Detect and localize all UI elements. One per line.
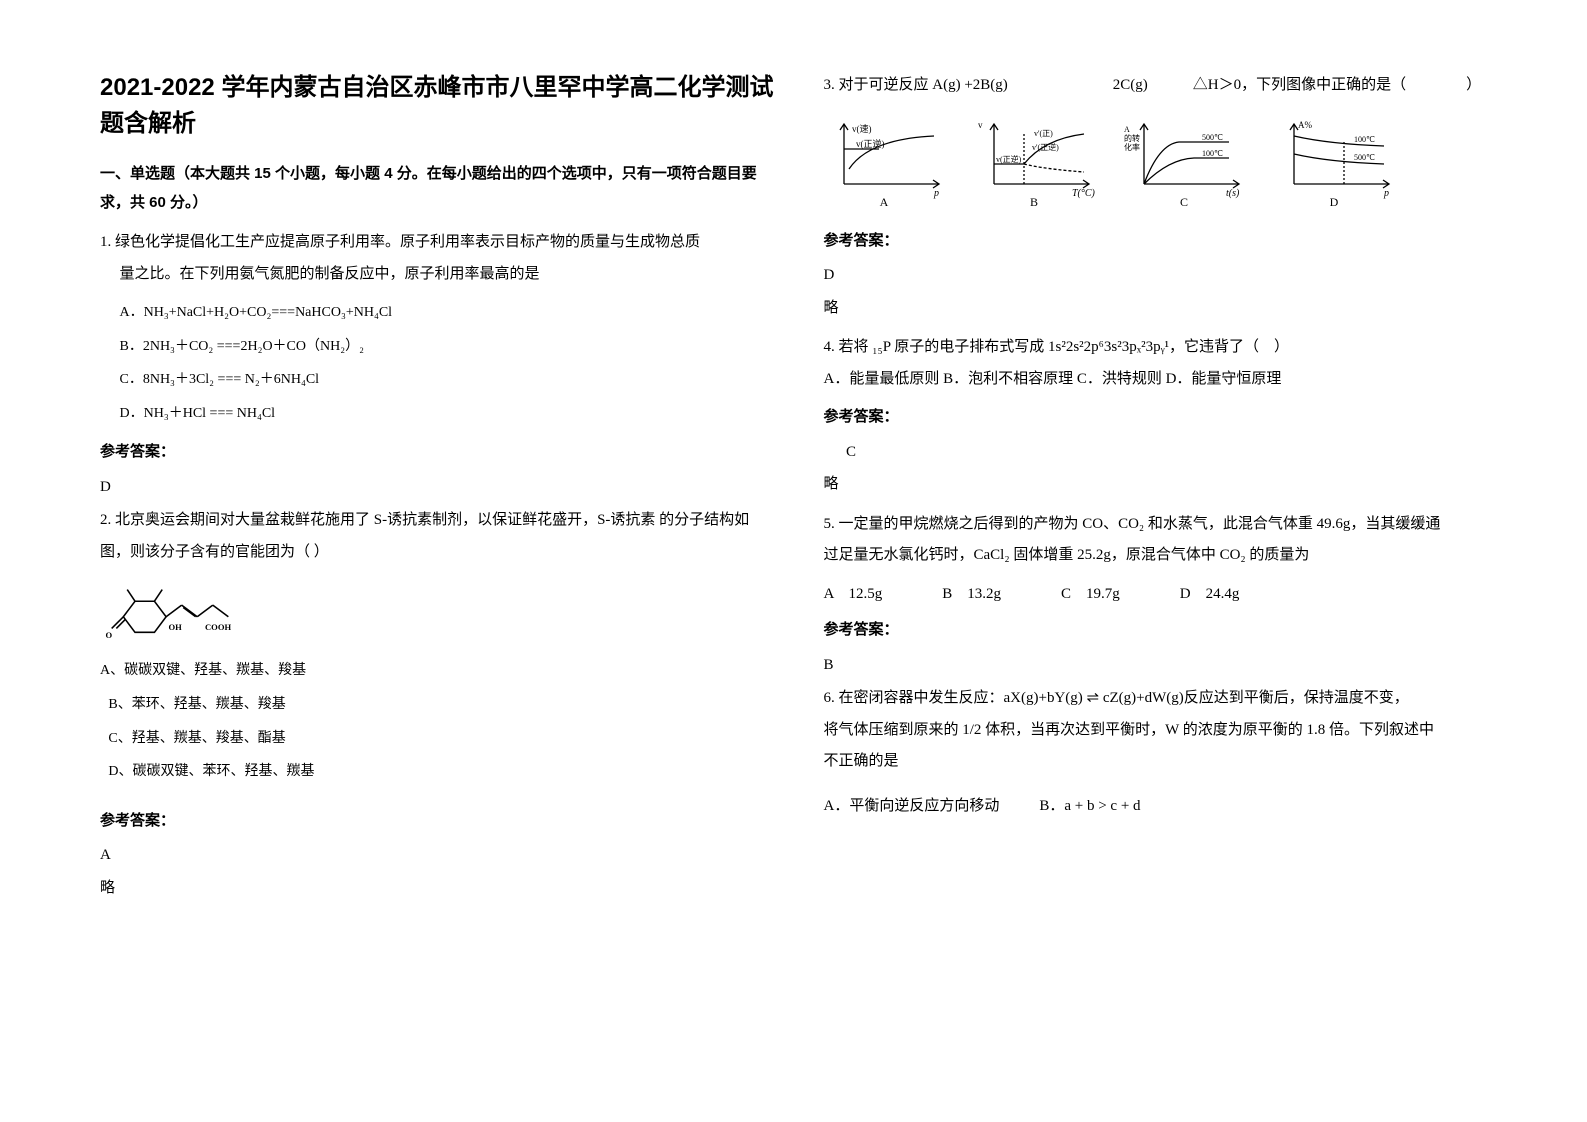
q4-stem: 4. 若将 ₁₅P 原子的电子排布式写成 1s²2s²2p⁶3s²3pₓ²3pᵧ… [824, 332, 1498, 364]
q3a-caption: A [879, 195, 888, 209]
q2-option-a: A、碳碳双键、羟基、羰基、羧基 [100, 654, 774, 688]
q3b-caption: B [1029, 195, 1037, 209]
q5-answer: B [824, 651, 1498, 680]
q3-graph-b: v v'(正) v'(正逆) v(正逆) T(°C) B [974, 114, 1104, 209]
mol-label-cooh: COOH [205, 622, 231, 632]
q4-options: A．能量最低原则 B．泡利不相容原理 C．洪特规则 D．能量守恒原理 [824, 364, 1498, 396]
q3a-ylabel: v(速) [852, 124, 872, 134]
q3b-l3: v(正逆) [996, 154, 1022, 164]
q2-answer-label: 参考答案： [100, 807, 774, 836]
q5-option-a: A 12.5g [824, 580, 883, 609]
q3d-xlabel: p [1383, 188, 1389, 199]
q3d-l1: 100℃ [1354, 135, 1375, 144]
q2-omit: 略 [100, 874, 774, 903]
q3-graph-d: A% 100℃ 500℃ p D [1274, 114, 1404, 209]
q3c-caption: C [1179, 195, 1187, 209]
q3c-ylabel-1: A [1124, 125, 1130, 134]
q6-stem-line3: 不正确的是 [824, 746, 1498, 778]
q3-answer-label: 参考答案： [824, 227, 1498, 256]
q3-stem: 3. 对于可逆反应 A(g) +2B(g) 2C(g) △H＞0，下列图像中正确… [824, 70, 1498, 102]
question-5: 5. 一定量的甲烷燃烧之后得到的产物为 CO、CO₂ 和水蒸气，此混合气体重 4… [824, 509, 1498, 609]
q3-graph-c: A 的转 化率 500℃ 100℃ t(s) C [1124, 114, 1254, 209]
q5-options: A 12.5g B 13.2g C 19.7g D 24.4g [824, 580, 1498, 609]
mol-label-oh: OH [168, 622, 182, 632]
q1-option-d: D．NH₃＋HCl === NH₄Cl [120, 397, 774, 431]
q2-option-d: D、碳碳双键、苯环、羟基、羰基 [108, 755, 773, 789]
q3d-ylabel: A% [1298, 120, 1312, 130]
q3d-caption: D [1329, 195, 1338, 209]
q5-option-c: C 19.7g [1061, 580, 1120, 609]
question-2: 2. 北京奥运会期间对大量盆栽鲜花施用了 S-诱抗素制剂，以保证鲜花盛开，S-诱… [100, 505, 774, 788]
right-column: 3. 对于可逆反应 A(g) +2B(g) 2C(g) △H＞0，下列图像中正确… [824, 70, 1498, 1082]
q1-stem-line2: 量之比。在下列用氨气氮肥的制备反应中，原子利用率最高的是 [100, 259, 774, 291]
q6-options: A．平衡向逆反应方向移动 B．a + b > c + d [824, 792, 1498, 821]
q3c-ylabel-3: 化率 [1124, 142, 1140, 152]
mol-label-o: O [105, 630, 112, 640]
q4-answer: C [846, 438, 1497, 467]
q1-options: A．NH₃+NaCl+H₂O+CO₂===NaHCO₃+NH₄Cl B．2NH₃… [120, 296, 774, 430]
q3-omit: 略 [824, 294, 1498, 323]
page-title: 2021-2022 学年内蒙古自治区赤峰市市八里罕中学高二化学测试题含解析 [100, 70, 774, 142]
q6-stem-line2: 将气体压缩到原来的 1/2 体积，当再次达到平衡时，W 的浓度为原平衡的 1.8… [824, 715, 1498, 747]
q3b-l2: v'(正逆) [1032, 142, 1059, 152]
question-4: 4. 若将 ₁₅P 原子的电子排布式写成 1s²2s²2p⁶3s²3pₓ²3pᵧ… [824, 332, 1498, 395]
q3-answer: D [824, 261, 1498, 290]
q4-omit: 略 [824, 470, 1498, 499]
q1-option-c: C．8NH₃＋3Cl₂ === N₂＋6NH₄Cl [120, 363, 774, 397]
q1-option-b: B．2NH₃＋CO₂ ===2H₂O＋CO（NH₂）₂ [120, 330, 774, 364]
q2-option-b: B、苯环、羟基、羰基、羧基 [108, 688, 773, 722]
q5-option-d: D 24.4g [1180, 580, 1240, 609]
left-column: 2021-2022 学年内蒙古自治区赤峰市市八里罕中学高二化学测试题含解析 一、… [100, 70, 774, 1082]
q6-option-b: B．a + b > c + d [1039, 792, 1140, 821]
q3b-ylabel: v [978, 120, 983, 130]
q3c-xlabel: t(s) [1226, 188, 1240, 199]
question-3: 3. 对于可逆反应 A(g) +2B(g) 2C(g) △H＞0，下列图像中正确… [824, 70, 1498, 209]
q3b-l1: v'(正) [1034, 129, 1053, 138]
q3a-yline: v(正逆) [856, 138, 885, 149]
q2-answer: A [100, 841, 774, 870]
q2-option-c: C、羟基、羰基、羧基、酯基 [108, 722, 773, 756]
q3-graph-a: v(速) v(正逆) p A [824, 114, 954, 209]
q1-option-a: A．NH₃+NaCl+H₂O+CO₂===NaHCO₃+NH₄Cl [120, 296, 774, 330]
q1-answer: D [100, 473, 774, 502]
q1-stem-line1: 1. 绿色化学提倡化工生产应提高原子利用率。原子利用率表示目标产物的质量与生成物… [100, 227, 774, 259]
q4-answer-label: 参考答案： [824, 403, 1498, 432]
page-columns: 2021-2022 学年内蒙古自治区赤峰市市八里罕中学高二化学测试题含解析 一、… [100, 70, 1497, 1082]
q3c-l2: 100℃ [1202, 149, 1223, 158]
q5-answer-label: 参考答案： [824, 616, 1498, 645]
question-6: 6. 在密闭容器中发生反应：aX(g)+bY(g) ⇌ cZ(g)+dW(g)反… [824, 683, 1498, 820]
q5-stem-line1: 5. 一定量的甲烷燃烧之后得到的产物为 CO、CO₂ 和水蒸气，此混合气体重 4… [824, 509, 1498, 541]
q3b-xlabel: T(°C) [1072, 188, 1096, 199]
q3-graph-row: v(速) v(正逆) p A [824, 114, 1498, 209]
q5-option-b: B 13.2g [942, 580, 1001, 609]
q2-molecule-figure: O OH COOH [100, 574, 240, 644]
section-heading: 一、单选题（本大题共 15 个小题，每小题 4 分。在每小题给出的四个选项中，只… [100, 160, 774, 217]
q3c-l1: 500℃ [1202, 133, 1223, 142]
q3d-l2: 500℃ [1354, 153, 1375, 162]
q1-answer-label: 参考答案： [100, 438, 774, 467]
q3c-ylabel-2: 的转 [1124, 133, 1140, 143]
q3a-xlabel: p [933, 188, 939, 199]
q2-stem: 2. 北京奥运会期间对大量盆栽鲜花施用了 S-诱抗素制剂，以保证鲜花盛开，S-诱… [100, 505, 774, 568]
q5-stem-line2: 过足量无水氯化钙时，CaCl₂ 固体增重 25.2g，原混合气体中 CO₂ 的质… [824, 540, 1498, 572]
q6-option-a: A．平衡向逆反应方向移动 [824, 792, 1000, 821]
q6-stem-line1: 6. 在密闭容器中发生反应：aX(g)+bY(g) ⇌ cZ(g)+dW(g)反… [824, 683, 1498, 715]
question-1: 1. 绿色化学提倡化工生产应提高原子利用率。原子利用率表示目标产物的质量与生成物… [100, 227, 774, 430]
